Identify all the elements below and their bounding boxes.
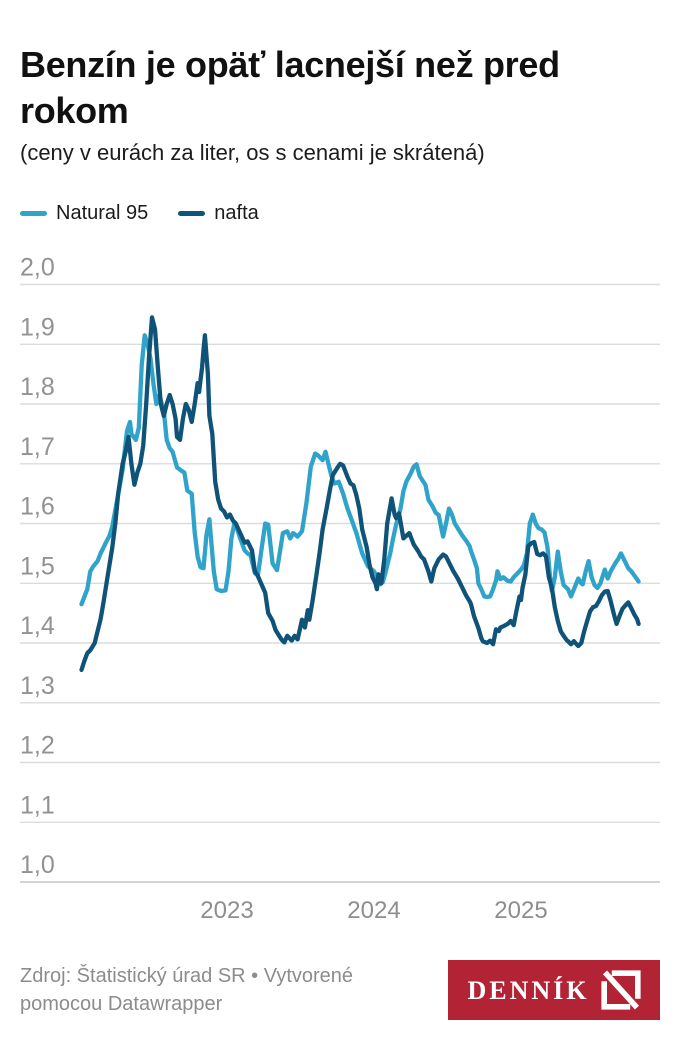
x-axis-label: 2024 [347,897,400,924]
chart-legend: Natural 95 nafta [20,202,259,225]
y-axis-label: 1,8 [20,373,55,401]
y-axis-label: 1,3 [20,672,55,700]
y-axis-label: 1,5 [20,552,55,580]
chart-subtitle: (ceny v eurách za liter, os s cenami je … [20,140,485,165]
y-axis-label: 1,7 [20,433,55,461]
y-axis-label: 1,1 [20,791,55,819]
y-axis-label: 2,0 [20,254,55,282]
nafta-line-swatch-icon [178,211,206,216]
dennik-n-logo: DENNÍK [448,960,660,1020]
y-axis-label: 1,0 [20,851,55,879]
y-axis-label: 1,9 [20,313,55,341]
y-axis-label: 1,6 [20,493,55,521]
chart-footer: Zdroj: Štatistický úrad SR • Vytvorené p… [20,960,660,1020]
legend-label-nafta: nafta [214,202,259,224]
y-axis-label: 1,2 [20,732,55,760]
x-axis-label: 2025 [494,897,547,924]
x-axis-label: 2023 [200,897,253,924]
legend-item-nafta: nafta [178,202,259,225]
legend-item-natural95: Natural 95 [20,202,148,225]
line-natural95 [79,333,641,607]
line-nafta [79,315,641,673]
dennik-n-logo-text: DENNÍK [467,976,590,1005]
natural95-line-swatch-icon [20,211,47,216]
legend-label-natural95: Natural 95 [56,202,149,224]
source-note: Zdroj: Štatistický úrad SR • Vytvorené p… [20,964,354,1015]
y-axis-label: 1,4 [20,612,55,640]
dennik-n-logo-mark-icon [600,970,641,1010]
page-title: Benzín je opäť lacnejší než pred rokom [20,44,560,131]
